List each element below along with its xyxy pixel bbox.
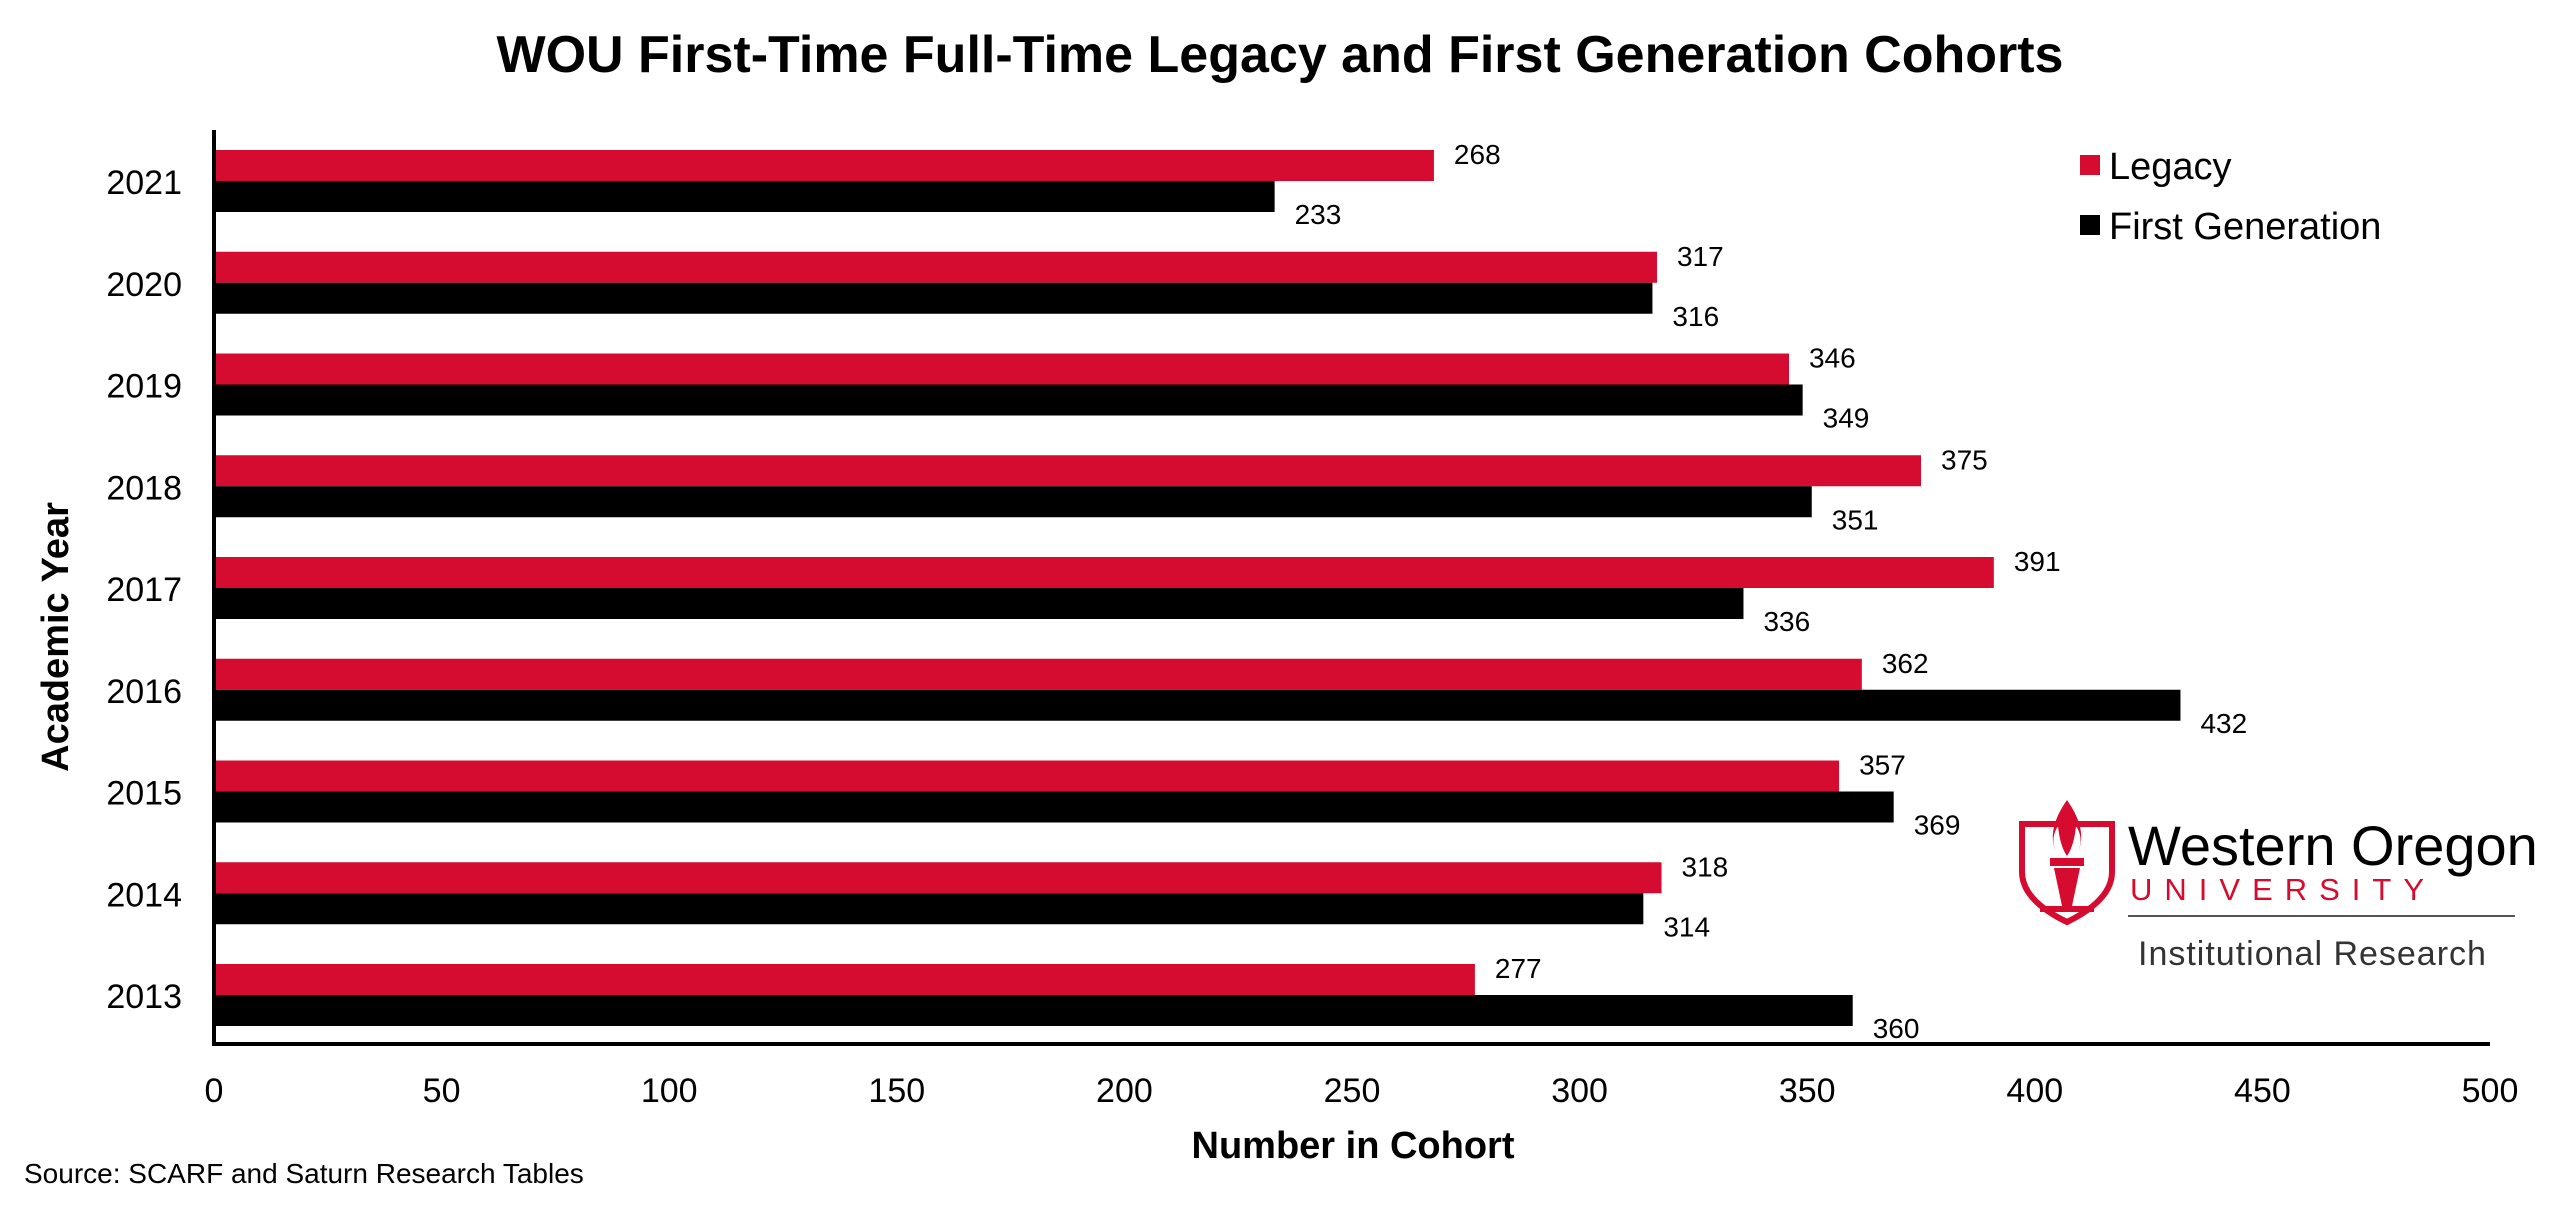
bar-legacy-2020 bbox=[216, 251, 1657, 283]
bar-legacy-2015 bbox=[216, 760, 1840, 792]
x-tick-label-500: 500 bbox=[2462, 1072, 2519, 1110]
data-label-first-generation-2020: 316 bbox=[1672, 301, 1719, 332]
bar-first-generation-2013 bbox=[216, 995, 1853, 1026]
legend-swatch-first-generation bbox=[2080, 215, 2100, 235]
bar-legacy-2017 bbox=[216, 557, 1994, 588]
y-tick-label-2017: 2017 bbox=[106, 571, 182, 609]
data-label-legacy-2020: 317 bbox=[1677, 241, 1724, 272]
source-note: Source: SCARF and Saturn Research Tables bbox=[24, 1158, 584, 1189]
x-tick-label-250: 250 bbox=[1324, 1072, 1381, 1110]
logo-department: Institutional Research bbox=[2138, 935, 2487, 973]
data-label-first-generation-2013: 360 bbox=[1873, 1013, 1920, 1044]
bar-first-generation-2014 bbox=[216, 893, 1644, 925]
data-label-legacy-2019: 346 bbox=[1809, 343, 1856, 374]
legend-swatch-legacy bbox=[2080, 155, 2100, 175]
y-tick-label-2013: 2013 bbox=[106, 978, 182, 1016]
x-tick-label-450: 450 bbox=[2234, 1072, 2291, 1110]
bar-legacy-2021 bbox=[216, 150, 1434, 181]
x-tick-label-200: 200 bbox=[1096, 1072, 1153, 1110]
y-tick-label-2015: 2015 bbox=[106, 775, 182, 813]
x-axis-label: Number in Cohort bbox=[1192, 1125, 1515, 1167]
y-tick-labels: 2021 2020 2019 2018 2017 2016 2015 2014 2013 bbox=[106, 164, 182, 1016]
y-tick-label-2019: 2019 bbox=[106, 368, 182, 406]
bar-first-generation-2015 bbox=[216, 791, 1894, 823]
bar-legacy-2014 bbox=[216, 862, 1662, 894]
bar-first-generation-2021 bbox=[216, 181, 1275, 212]
data-label-legacy-2014: 318 bbox=[1682, 851, 1729, 882]
data-label-first-generation-2018: 351 bbox=[1832, 504, 1879, 535]
data-label-first-generation-2014: 314 bbox=[1663, 911, 1710, 942]
data-labels: 268 233 317 316 346 349 375 351 391 336 362 432 357 3… bbox=[1295, 139, 2248, 1044]
bar-first-generation-2016 bbox=[216, 689, 2181, 721]
x-tick-label-100: 100 bbox=[641, 1072, 698, 1110]
chart-title: WOU First-Time Full-Time Legacy and Firs… bbox=[497, 26, 2064, 84]
legend-label-legacy: Legacy bbox=[2109, 146, 2232, 188]
data-label-first-generation-2019: 349 bbox=[1823, 403, 1870, 434]
y-tick-label-2014: 2014 bbox=[106, 876, 182, 914]
x-tick-labels: 0 50 100 150 200 250 300 350 400 450 500 bbox=[205, 1072, 2519, 1110]
bar-first-generation-2020 bbox=[216, 282, 1653, 314]
y-tick-label-2018: 2018 bbox=[106, 469, 182, 507]
data-label-legacy-2013: 277 bbox=[1495, 953, 1542, 984]
x-tick-label-300: 300 bbox=[1551, 1072, 1608, 1110]
bar-legacy-2013 bbox=[216, 964, 1475, 995]
bar-first-generation-2019 bbox=[216, 384, 1803, 416]
data-label-legacy-2021: 268 bbox=[1454, 139, 1501, 170]
y-axis-label: Academic Year bbox=[35, 502, 77, 772]
x-tick-label-350: 350 bbox=[1779, 1072, 1836, 1110]
torch-shield-icon bbox=[2019, 800, 2115, 926]
data-label-legacy-2017: 391 bbox=[2014, 546, 2061, 577]
data-label-first-generation-2015: 369 bbox=[1914, 810, 1961, 841]
bar-first-generation-2018 bbox=[216, 486, 1812, 518]
legend: Legacy First Generation bbox=[2080, 146, 2381, 248]
data-label-legacy-2016: 362 bbox=[1882, 648, 1929, 679]
data-label-legacy-2018: 375 bbox=[1941, 444, 1988, 475]
data-label-first-generation-2016: 432 bbox=[2200, 708, 2247, 739]
data-label-first-generation-2021: 233 bbox=[1295, 199, 1342, 230]
bar-first-generation-2017 bbox=[216, 588, 1744, 619]
x-tick-label-0: 0 bbox=[205, 1072, 224, 1110]
bar-legacy-2016 bbox=[216, 658, 1862, 690]
wou-logo: Western Oregon UNIVERSITY Institutional … bbox=[2019, 800, 2538, 973]
logo-university: UNIVERSITY bbox=[2130, 872, 2436, 907]
logo-name: Western Oregon bbox=[2128, 814, 2538, 877]
y-tick-label-2016: 2016 bbox=[106, 673, 182, 711]
y-tick-label-2020: 2020 bbox=[106, 266, 182, 304]
bar-legacy-2019 bbox=[216, 353, 1789, 385]
legend-label-first-generation: First Generation bbox=[2109, 206, 2381, 248]
x-tick-label-400: 400 bbox=[2006, 1072, 2063, 1110]
data-label-legacy-2015: 357 bbox=[1859, 750, 1906, 781]
bar-legacy-2018 bbox=[216, 455, 1921, 487]
x-tick-label-150: 150 bbox=[868, 1072, 925, 1110]
y-tick-label-2021: 2021 bbox=[106, 164, 182, 202]
bars bbox=[216, 150, 2181, 1026]
x-tick-label-50: 50 bbox=[423, 1072, 461, 1110]
data-label-first-generation-2017: 336 bbox=[1763, 606, 1810, 637]
